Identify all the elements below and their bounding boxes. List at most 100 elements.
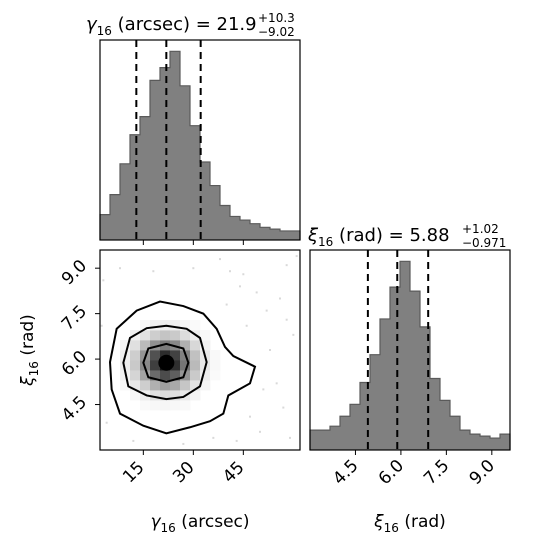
- joint-sample-point: [255, 291, 258, 294]
- hist-gamma-bar: [290, 230, 300, 240]
- hist-gamma-bar: [270, 229, 280, 240]
- y-axis-xi-tick-label: 4.5: [58, 392, 91, 425]
- joint-sample-point: [282, 406, 285, 409]
- joint-sample-point: [132, 439, 135, 442]
- x-axis-xi-tick-label: 4.5: [329, 456, 362, 489]
- hist-gamma-bar: [180, 85, 190, 240]
- hist-xi-bar: [450, 416, 460, 450]
- hist-gamma-bar: [190, 125, 200, 240]
- hist-gamma-bar: [130, 134, 140, 240]
- y-axis-label-xi-subscript: 16: [27, 361, 41, 376]
- joint-density-cell: [120, 360, 131, 371]
- joint-density-cell: [180, 370, 191, 381]
- hist-xi-outline: [309, 260, 511, 450]
- joint-density-cell: [130, 390, 141, 401]
- joint-sample-point: [275, 382, 278, 385]
- hist-xi-bar: [390, 287, 400, 450]
- hist-gamma-bar: [170, 51, 180, 240]
- y-axis-label-xi-unit: (rad): [18, 314, 38, 361]
- joint-density-cell: [190, 320, 201, 331]
- joint-density-cell: [170, 370, 181, 381]
- hist-xi-bar: [410, 291, 420, 450]
- joint-sample-point: [295, 255, 298, 258]
- joint-sample-point: [235, 439, 238, 442]
- joint-density-cell: [140, 320, 151, 331]
- joint-density-cell: [150, 390, 161, 401]
- joint-density-cell: [140, 330, 151, 341]
- hist-xi-title-value: (rad) = 5.88: [333, 225, 449, 246]
- joint-density-cell: [190, 350, 201, 361]
- x-axis-gamma-tick-label: 30: [169, 458, 198, 487]
- joint-sample-point: [105, 421, 108, 424]
- hist-xi-bar: [470, 434, 480, 450]
- joint-density-cell: [130, 340, 141, 351]
- joint-sample-point: [242, 273, 245, 276]
- joint-sample-point: [245, 324, 248, 327]
- joint-sample-point: [212, 436, 215, 439]
- joint-density-cell: [150, 380, 161, 391]
- x-axis-label-gamma: γ16 (arcsec): [150, 512, 249, 535]
- joint-sample-point: [225, 303, 228, 306]
- joint-density-cell: [170, 340, 181, 351]
- joint-density-cell: [200, 330, 211, 341]
- joint-density-cell: [170, 400, 181, 411]
- joint-density-cell: [180, 360, 191, 371]
- joint-density-cell: [180, 340, 191, 351]
- joint-sample-point: [219, 258, 221, 261]
- joint-density-cell: [180, 400, 191, 411]
- joint-density-cell: [160, 330, 171, 341]
- hist-gamma-bar: [200, 161, 210, 240]
- joint-density-cell: [150, 360, 161, 371]
- x-axis-gamma-tick-label: 45: [219, 458, 248, 487]
- y-axis-xi-tick-label: 6.0: [58, 347, 91, 380]
- joint-density-cell: [170, 330, 181, 341]
- joint-density-cell: [180, 330, 191, 341]
- joint-density-cell: [190, 380, 201, 391]
- joint-sample-point: [265, 309, 268, 312]
- hist-gamma-title-minus: −9.02: [258, 25, 295, 39]
- joint-density-cell: [190, 390, 201, 401]
- hist-xi-bar: [440, 400, 450, 450]
- hist-xi-bar: [500, 434, 510, 450]
- hist-gamma-bar: [220, 205, 230, 240]
- hist-xi-bar: [360, 382, 370, 450]
- hist-xi-bar: [320, 430, 330, 450]
- joint-contour: [108, 300, 257, 435]
- x-axis-xi-tick-label: 7.5: [420, 456, 453, 489]
- joint-density-cell: [130, 360, 141, 371]
- y-axis-xi-tick-label: 9.0: [58, 256, 91, 289]
- joint-sample-point: [192, 267, 195, 270]
- hist-gamma-bar: [210, 185, 220, 240]
- hist-gamma-bar: [160, 67, 170, 240]
- joint-density-cell: [200, 380, 211, 391]
- joint-density-cell: [120, 380, 131, 391]
- x-axis-xi-tick-label: 9.0: [466, 456, 499, 489]
- hist-xi-frame: [309, 249, 511, 451]
- joint-frame: [99, 249, 301, 451]
- hist-xi-bar: [430, 378, 440, 450]
- hist-gamma-bar: [150, 80, 160, 240]
- joint-density-cell: [210, 370, 221, 381]
- hist-gamma-bar: [280, 230, 290, 240]
- joint-panel: [99, 249, 301, 451]
- hist-gamma-bar: [110, 194, 120, 240]
- x-axis-label-xi-unit: (rad): [399, 512, 446, 532]
- joint-sample-point: [102, 279, 105, 282]
- joint-sample-point: [239, 285, 241, 288]
- hist-xi-title-symbol: ξ: [307, 225, 319, 246]
- hist-xi-panel: ξ16 (rad) = 5.88 +1.02 −0.971: [307, 222, 511, 451]
- joint-sample-point: [259, 430, 261, 433]
- hist-gamma-bar: [230, 216, 240, 240]
- joint-density-cell: [210, 350, 221, 361]
- hist-xi-bar: [370, 354, 380, 450]
- joint-density-cell: [170, 350, 181, 361]
- joint-density-cell: [190, 360, 201, 371]
- joint-density-cell: [190, 340, 201, 351]
- hist-xi-bar: [380, 318, 390, 450]
- joint-density-cell: [160, 380, 171, 391]
- x-axis-label-gamma-symbol: γ: [150, 512, 161, 532]
- joint-density-cell: [140, 380, 151, 391]
- joint-density-cell: [150, 340, 161, 351]
- joint-peak-marker: [158, 354, 175, 371]
